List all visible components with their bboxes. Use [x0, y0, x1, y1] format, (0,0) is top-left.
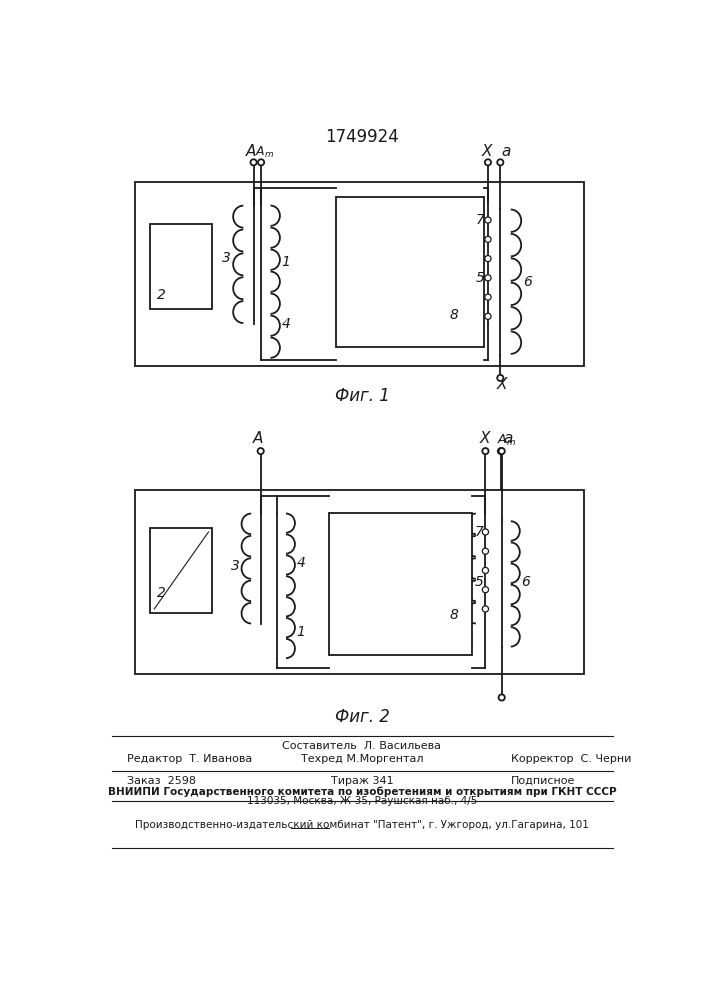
Text: 5: 5 — [474, 575, 483, 589]
Circle shape — [482, 529, 489, 535]
Circle shape — [485, 294, 491, 300]
Text: 4: 4 — [281, 317, 291, 331]
Circle shape — [485, 236, 491, 242]
Circle shape — [498, 448, 504, 454]
Text: A: A — [245, 144, 256, 159]
Text: 7: 7 — [476, 213, 485, 227]
Text: 8: 8 — [449, 608, 458, 622]
Text: $A_m$: $A_m$ — [497, 432, 516, 448]
Circle shape — [485, 256, 491, 262]
Bar — [337, 197, 484, 347]
Circle shape — [482, 567, 489, 574]
Text: ВНИИПИ Государственного комитета по изобретениям и открытиям при ГКНТ СССР: ВНИИПИ Государственного комитета по изоб… — [107, 786, 617, 797]
Circle shape — [257, 448, 264, 454]
Text: Производственно-издательский комбинат "Патент", г. Ужгород, ул.Гагарина, 101: Производственно-издательский комбинат "П… — [135, 820, 589, 830]
Bar — [135, 182, 585, 366]
Circle shape — [485, 275, 491, 281]
Text: 2: 2 — [156, 586, 165, 600]
Circle shape — [497, 375, 503, 381]
Circle shape — [250, 159, 257, 165]
Circle shape — [482, 448, 489, 454]
Circle shape — [482, 548, 489, 554]
Text: X: X — [496, 377, 507, 392]
Text: 1749924: 1749924 — [325, 128, 399, 146]
Text: 8: 8 — [450, 308, 459, 322]
Text: 7: 7 — [474, 525, 483, 539]
Circle shape — [498, 694, 505, 701]
Circle shape — [498, 448, 505, 454]
Text: 3: 3 — [230, 559, 240, 573]
Text: 4: 4 — [296, 556, 305, 570]
Circle shape — [485, 159, 491, 165]
Circle shape — [482, 606, 489, 612]
Text: 6: 6 — [521, 575, 530, 589]
Text: Фиг. 2: Фиг. 2 — [334, 708, 390, 726]
Text: 113035, Москва, Ж-35, Раушская наб., 4/5: 113035, Москва, Ж-35, Раушская наб., 4/5 — [247, 796, 477, 806]
Text: Подписное: Подписное — [510, 776, 575, 786]
Bar — [135, 490, 585, 674]
Text: Корректор  С. Черни: Корректор С. Черни — [510, 754, 631, 764]
Text: 3: 3 — [222, 251, 231, 265]
Text: Заказ  2598: Заказ 2598 — [127, 776, 196, 786]
Text: Фиг. 1: Фиг. 1 — [334, 387, 390, 405]
Text: $A_m$: $A_m$ — [255, 145, 274, 160]
Circle shape — [482, 587, 489, 593]
Text: a: a — [502, 144, 511, 159]
Bar — [151, 528, 212, 613]
Text: 1: 1 — [281, 255, 291, 269]
Bar — [151, 224, 212, 309]
Text: Техред М.Моргентал: Техред М.Моргентал — [300, 754, 423, 764]
Text: Редактор  Т. Иванова: Редактор Т. Иванова — [127, 754, 252, 764]
Text: X: X — [481, 144, 492, 159]
Text: 2: 2 — [156, 288, 165, 302]
Text: 5: 5 — [476, 271, 485, 285]
Circle shape — [497, 159, 503, 165]
Text: 6: 6 — [522, 275, 532, 289]
Bar — [329, 513, 472, 655]
Text: a: a — [503, 431, 513, 446]
Text: Составитель  Л. Васильева: Составитель Л. Васильева — [283, 741, 441, 751]
Text: 1: 1 — [296, 625, 305, 639]
Text: A: A — [253, 431, 263, 446]
Circle shape — [485, 313, 491, 319]
Text: X: X — [479, 431, 490, 446]
Circle shape — [258, 159, 264, 165]
Circle shape — [485, 217, 491, 223]
Text: Тираж 341: Тираж 341 — [331, 776, 393, 786]
